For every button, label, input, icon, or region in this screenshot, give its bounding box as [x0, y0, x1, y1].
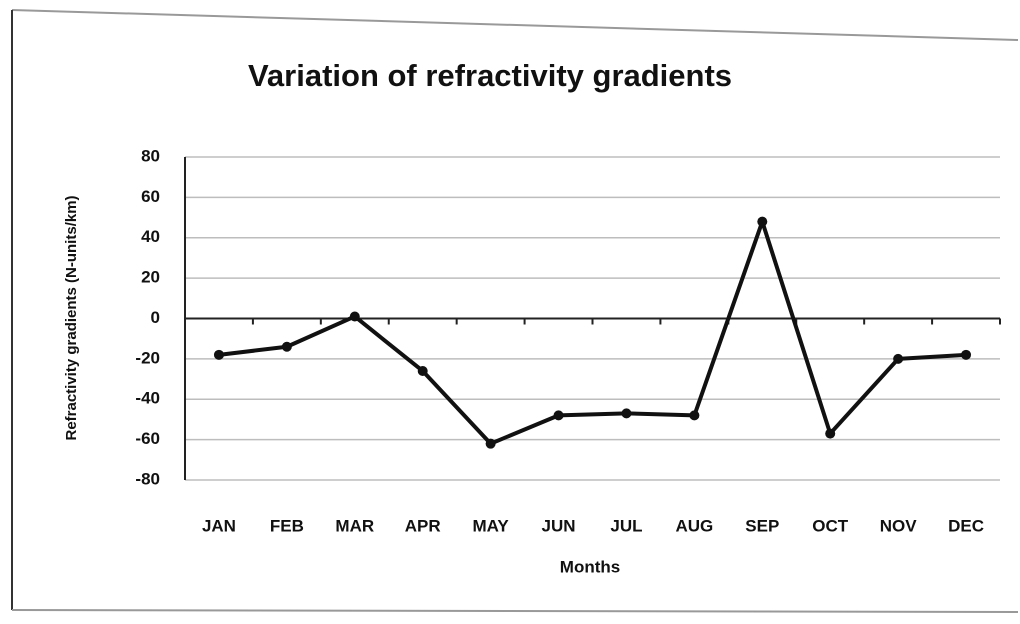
data-point: [281, 341, 292, 352]
y-tick-label: -20: [135, 348, 160, 367]
y-tick-label: 0: [151, 308, 160, 327]
y-tick-label: 60: [141, 187, 160, 206]
x-tick-label: MAR: [335, 516, 374, 535]
frame-top: [11, 9, 1019, 41]
x-tick-label: FEB: [270, 516, 304, 535]
x-tick-label: OCT: [812, 516, 849, 535]
data-point: [621, 408, 632, 419]
data-point: [553, 410, 564, 421]
y-tick-label: 80: [141, 146, 160, 165]
x-tick-label: SEP: [745, 516, 779, 535]
x-tick-label: JUL: [610, 516, 642, 535]
data-point: [689, 410, 700, 421]
y-tick-label: 20: [141, 268, 160, 287]
data-point: [825, 428, 836, 439]
data-point: [893, 353, 904, 364]
x-tick-label: JAN: [202, 516, 236, 535]
frame-bottom: [11, 609, 1019, 613]
y-tick-label: -60: [135, 429, 160, 448]
y-tick-label: -80: [135, 469, 160, 488]
data-point: [349, 311, 360, 322]
y-axis-label: Refractivity gradients (N-units/km): [63, 195, 80, 440]
data-point: [485, 438, 496, 449]
x-tick-label: APR: [405, 516, 441, 535]
x-tick-label: NOV: [880, 516, 918, 535]
x-tick-label: AUG: [675, 516, 713, 535]
x-tick-label: MAY: [473, 516, 510, 535]
data-point: [757, 216, 768, 227]
x-axis-label: Months: [560, 557, 620, 576]
x-tick-label: DEC: [948, 516, 984, 535]
data-line: [218, 219, 967, 446]
y-tick-label: -40: [135, 389, 160, 408]
data-point: [417, 365, 428, 376]
y-tick-label: 40: [141, 227, 160, 246]
x-tick-label: JUN: [542, 516, 576, 535]
chart-title: Variation of refractivity gradients: [248, 58, 732, 93]
data-point: [213, 349, 224, 360]
data-point: [961, 349, 972, 360]
